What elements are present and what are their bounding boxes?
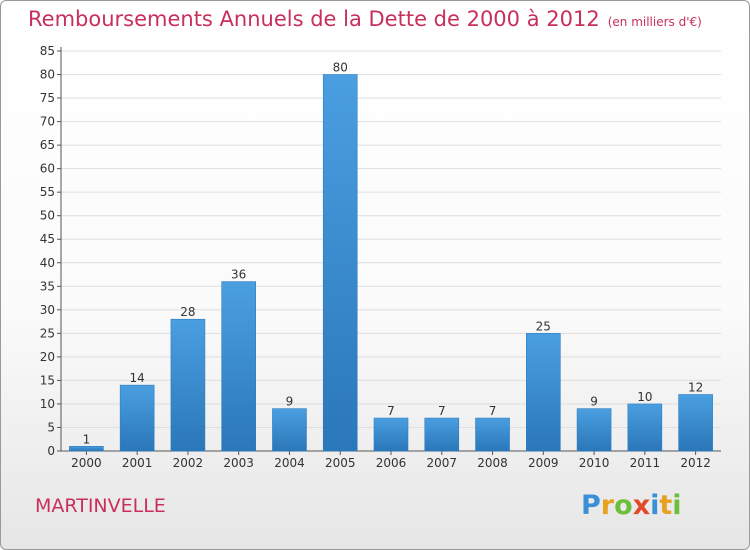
logo-letter: r	[600, 490, 615, 521]
bar	[170, 318, 206, 452]
x-tick-label: 2009	[528, 456, 559, 470]
y-tick-label: 45	[40, 232, 55, 246]
data-label: 9	[590, 395, 598, 409]
y-tick-label: 70	[40, 115, 55, 129]
data-label: 25	[536, 319, 551, 333]
x-tick-label: 2006	[376, 456, 407, 470]
y-tick-label: 60	[40, 162, 55, 176]
y-tick-label: 35	[40, 279, 55, 293]
y-tick-label: 55	[40, 185, 55, 199]
proxiti-logo: Proxiti	[581, 490, 682, 521]
y-tick-label: 0	[47, 444, 55, 458]
y-tick-label: 30	[40, 303, 55, 317]
y-tick-label: 40	[40, 256, 55, 270]
y-tick-label: 25	[40, 326, 55, 340]
bar	[627, 403, 663, 452]
data-label: 14	[130, 371, 145, 385]
bar	[526, 333, 561, 452]
y-tick-label: 50	[40, 209, 55, 223]
chart-title-main: Remboursements Annuels de la Dette de 20…	[28, 7, 600, 31]
bar	[576, 408, 612, 452]
bar	[272, 408, 307, 452]
data-label: 7	[489, 404, 497, 418]
logo-letter: o	[614, 490, 633, 521]
logo-letter: P	[581, 490, 601, 521]
bar	[678, 394, 713, 452]
data-label: 9	[286, 395, 294, 409]
bar	[424, 417, 460, 452]
bar	[475, 417, 510, 452]
x-tick-label: 2010	[579, 456, 610, 470]
data-label: 28	[180, 305, 195, 319]
x-tick-label: 2003	[223, 456, 254, 470]
commune-name: MARTINVELLE	[35, 495, 166, 517]
bar	[221, 281, 256, 452]
bar	[373, 417, 409, 452]
bar	[322, 74, 358, 452]
y-tick-label: 65	[40, 138, 55, 152]
data-label: 7	[387, 404, 395, 418]
data-label: 10	[637, 390, 652, 404]
logo-letter: i	[672, 490, 682, 521]
bar	[69, 445, 104, 452]
x-tick-label: 2005	[325, 456, 356, 470]
logo-letter: t	[659, 490, 673, 521]
data-label: 7	[438, 404, 446, 418]
bar	[119, 384, 155, 452]
x-tick-label: 2002	[173, 456, 204, 470]
x-tick-label: 2001	[122, 456, 153, 470]
x-tick-label: 2008	[477, 456, 508, 470]
chart-title: Remboursements Annuels de la Dette de 20…	[28, 7, 702, 31]
x-tick-label: 2004	[274, 456, 305, 470]
x-tick-label: 2007	[426, 456, 457, 470]
chart-title-unit: (en milliers d'€)	[607, 15, 702, 29]
data-labels: 1 14 28 36 9 80 7 7 7 25 9 10 12	[83, 61, 704, 447]
y-tick-label: 80	[40, 68, 55, 82]
data-label: 36	[231, 268, 246, 282]
data-label: 1	[83, 432, 91, 446]
y-tick-label: 85	[40, 44, 55, 58]
y-tick-label: 15	[40, 373, 55, 387]
grid-lines	[61, 50, 721, 428]
logo-letter: i	[650, 490, 660, 521]
data-label: 80	[333, 61, 348, 75]
y-tick-label: 20	[40, 350, 55, 364]
x-tick-label: 2011	[630, 456, 661, 470]
x-tick-label: 2000	[71, 456, 102, 470]
bars	[69, 74, 713, 452]
y-tick-label: 10	[40, 397, 55, 411]
data-label: 12	[688, 381, 703, 395]
y-tick-label: 5	[47, 420, 55, 434]
y-tick-label: 75	[40, 91, 55, 105]
x-tick-label: 2012	[680, 456, 711, 470]
logo-letter: x	[632, 490, 651, 521]
